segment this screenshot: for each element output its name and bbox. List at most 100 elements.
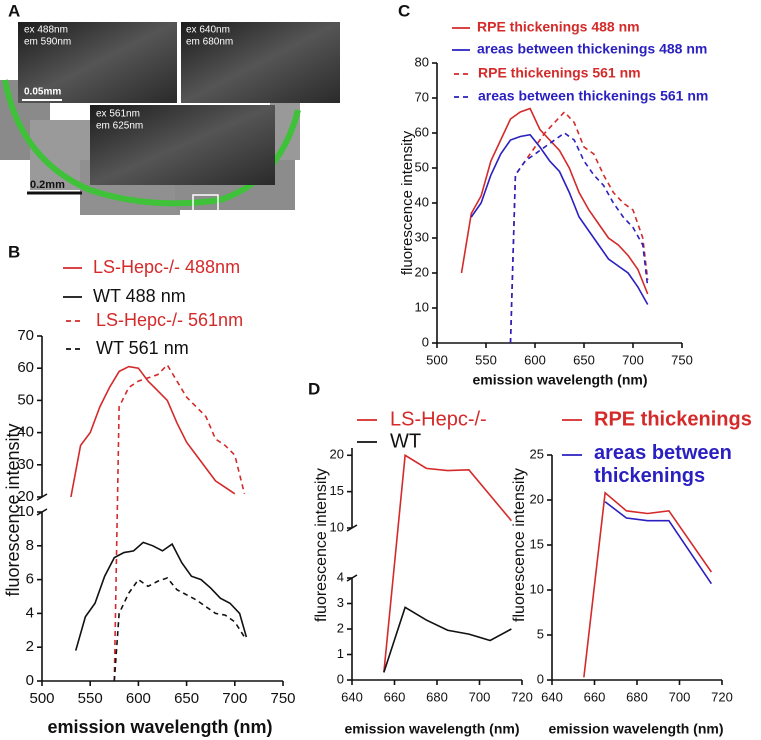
- y-tick-label: 4: [337, 569, 344, 584]
- data-line: [470, 133, 649, 305]
- y-tick-label: 20: [530, 491, 544, 506]
- inset-image: [181, 22, 340, 103]
- data-line: [113, 363, 246, 682]
- y-tick-label: 1: [337, 646, 344, 661]
- x-tick-label: 640: [541, 689, 563, 704]
- x-tick-label: 700: [222, 690, 247, 707]
- y-tick-label: 50: [415, 159, 429, 174]
- y-tick-label: 70: [17, 327, 34, 344]
- panel-label: D: [308, 379, 320, 398]
- y-axis-label: fluorescence intensity: [3, 423, 23, 596]
- y-tick-label: 40: [17, 424, 34, 441]
- y-tick-label: 10: [415, 299, 429, 314]
- data-line: [460, 107, 649, 295]
- y-tick-label: 15: [530, 536, 544, 551]
- x-tick-label: 720: [711, 689, 733, 704]
- inset-label: em 590nm: [24, 37, 71, 48]
- panel-label: B: [8, 242, 20, 261]
- y-tick-label: 30: [17, 456, 34, 473]
- scale-label: 0.05mm: [24, 87, 61, 98]
- x-tick-label: 680: [426, 689, 448, 704]
- x-tick-label: 660: [584, 689, 606, 704]
- x-axis-label: emission wavelength (nm): [344, 721, 519, 737]
- y-axis-label: fluorescence intensity: [399, 130, 416, 275]
- y-tick-label: 10: [330, 519, 344, 534]
- data-line: [383, 606, 512, 673]
- x-tick-label: 750: [270, 690, 295, 707]
- y-tick-label: 80: [415, 54, 429, 69]
- y-tick-label: 50: [17, 391, 34, 408]
- inset-label: em 680nm: [186, 37, 233, 48]
- y-tick-label: 5: [537, 626, 544, 641]
- y-tick-label: 15: [330, 483, 344, 498]
- legend-label: LS-Hepc-/- 488nm: [93, 257, 240, 277]
- y-tick-label: 0: [422, 334, 429, 349]
- data-line: [70, 365, 236, 498]
- data-line: [509, 132, 649, 344]
- legend-label: RPE thickenings 561 nm: [478, 65, 641, 81]
- x-tick-label: 700: [469, 689, 491, 704]
- inset-label: ex 488nm: [24, 25, 68, 36]
- x-tick-label: 550: [78, 690, 103, 707]
- legend-label: RPE thickenings: [594, 408, 752, 430]
- data-line: [74, 541, 248, 651]
- y-tick-label: 10: [530, 581, 544, 596]
- y-tick-label: 20: [330, 447, 344, 462]
- x-tick-label: 500: [426, 352, 448, 367]
- x-tick-label: 640: [341, 689, 363, 704]
- legend-label: WT 488 nm: [93, 286, 186, 306]
- legend-label: WT 561 nm: [96, 338, 189, 358]
- x-tick-label: 500: [29, 690, 54, 707]
- y-tick-label: 2: [337, 620, 344, 635]
- y-axis-label: fluorescence intensity: [313, 468, 330, 622]
- x-tick-label: 720: [511, 689, 533, 704]
- y-tick-label: 25: [530, 446, 544, 461]
- legend-label-box: areas between thickenings: [594, 442, 732, 487]
- x-tick-label: 650: [573, 352, 595, 367]
- x-tick-label: 700: [622, 352, 644, 367]
- scale-label: 0.2mm: [30, 179, 65, 191]
- panel-label: C: [398, 1, 410, 20]
- y-tick-label: 0: [26, 672, 34, 689]
- data-line: [583, 491, 713, 678]
- legend-label: LS-Hepc-/- 561nm: [96, 310, 243, 330]
- y-tick-label: 20: [17, 488, 34, 505]
- y-tick-label: 8: [26, 537, 34, 554]
- data-line: [604, 501, 713, 585]
- inset-label: ex 561nm: [96, 109, 140, 120]
- legend-label: areas between thickenings 561 nm: [478, 88, 708, 104]
- legend-label: RPE thickenings 488 nm: [477, 19, 640, 35]
- inset-image: [18, 22, 177, 103]
- y-tick-label: 0: [537, 671, 544, 686]
- data-line: [113, 576, 246, 682]
- y-tick-label: 10: [17, 503, 34, 520]
- x-axis-label: emission wavelength (nm): [47, 717, 272, 737]
- x-tick-label: 700: [669, 689, 691, 704]
- panel-label: A: [8, 1, 20, 20]
- y-tick-label: 4: [26, 604, 34, 621]
- y-tick-label: 2: [26, 638, 34, 655]
- y-tick-label: 60: [17, 359, 34, 376]
- y-tick-label: 70: [415, 89, 429, 104]
- data-line: [383, 453, 512, 673]
- legend-label: LS-Hepc-/-: [390, 408, 487, 430]
- y-tick-label: 60: [415, 124, 429, 139]
- x-tick-label: 550: [475, 352, 497, 367]
- x-tick-label: 600: [524, 352, 546, 367]
- inset-label: em 625nm: [96, 121, 143, 132]
- legend-label: areas between thickenings: [594, 442, 732, 487]
- panel-a-images: [0, 22, 340, 215]
- x-tick-label: 750: [671, 352, 693, 367]
- x-tick-label: 680: [626, 689, 648, 704]
- y-tick-label: 3: [337, 595, 344, 610]
- data-line: [509, 110, 649, 344]
- y-tick-label: 0: [337, 671, 344, 686]
- x-axis-label: emission wavelength (nm): [472, 372, 647, 388]
- x-axis-label: emission wavelength (nm): [548, 721, 723, 737]
- inset-image: [90, 105, 275, 185]
- x-tick-label: 650: [174, 690, 199, 707]
- y-tick-label: 20: [415, 264, 429, 279]
- y-tick-label: 30: [415, 229, 429, 244]
- x-tick-label: 660: [384, 689, 406, 704]
